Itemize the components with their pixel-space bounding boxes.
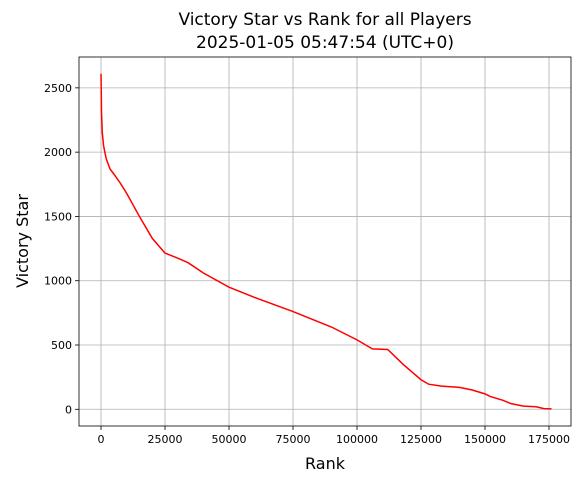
x-tick-label: 0	[98, 433, 105, 446]
y-tick-label: 1500	[44, 210, 72, 223]
x-tick-label: 175000	[528, 433, 570, 446]
x-tick-label: 25000	[148, 433, 183, 446]
chart-subtitle: 2025-01-05 05:47:54 (UTC+0)	[196, 33, 454, 53]
data-line	[100, 73, 552, 410]
chart-title: Victory Star vs Rank for all Players	[178, 10, 471, 30]
x-tick-label: 125000	[400, 433, 442, 446]
y-tick-label: 500	[51, 339, 72, 352]
y-axis-label: Victory Star	[13, 194, 32, 288]
x-tick-label: 100000	[336, 433, 378, 446]
y-tick-label: 2500	[44, 82, 72, 95]
y-tick-label: 1000	[44, 275, 72, 288]
y-tick-label: 2000	[44, 146, 72, 159]
y-tick-label: 0	[65, 403, 72, 416]
x-tick-label: 50000	[212, 433, 247, 446]
plot-frame	[78, 56, 572, 427]
x-axis-label: Rank	[305, 454, 346, 473]
x-tick-label: 75000	[276, 433, 311, 446]
x-tick-label: 150000	[464, 433, 506, 446]
